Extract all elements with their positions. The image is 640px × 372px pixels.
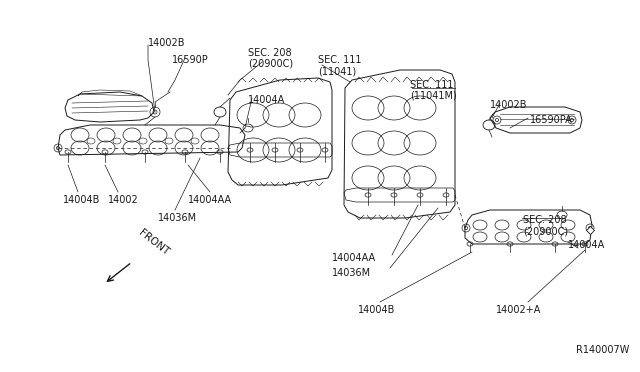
Text: 14004AA: 14004AA bbox=[332, 253, 376, 263]
Text: 14002: 14002 bbox=[108, 195, 139, 205]
Text: (11041M): (11041M) bbox=[410, 91, 457, 101]
Text: 16590P: 16590P bbox=[172, 55, 209, 65]
Text: 14002+A: 14002+A bbox=[496, 305, 541, 315]
Text: R140007W: R140007W bbox=[576, 345, 629, 355]
Text: 14002B: 14002B bbox=[490, 100, 527, 110]
Text: SEC. 208: SEC. 208 bbox=[523, 215, 566, 225]
Text: 14004A: 14004A bbox=[568, 240, 605, 250]
Text: SEC. 111: SEC. 111 bbox=[318, 55, 362, 65]
Text: (11041): (11041) bbox=[318, 66, 356, 76]
Text: 14036M: 14036M bbox=[158, 213, 197, 223]
Text: 14004AA: 14004AA bbox=[188, 195, 232, 205]
Text: 14004B: 14004B bbox=[63, 195, 100, 205]
Text: 16590PA: 16590PA bbox=[530, 115, 573, 125]
Text: 14002B: 14002B bbox=[148, 38, 186, 48]
Text: 14004B: 14004B bbox=[358, 305, 396, 315]
Text: (20900C): (20900C) bbox=[248, 59, 293, 69]
Text: SEC. 111: SEC. 111 bbox=[410, 80, 454, 90]
Text: FRONT: FRONT bbox=[137, 227, 171, 257]
Text: 14004A: 14004A bbox=[248, 95, 285, 105]
Text: 14036M: 14036M bbox=[332, 268, 371, 278]
Text: SEC. 208: SEC. 208 bbox=[248, 48, 292, 58]
Text: (20900C): (20900C) bbox=[523, 226, 568, 236]
